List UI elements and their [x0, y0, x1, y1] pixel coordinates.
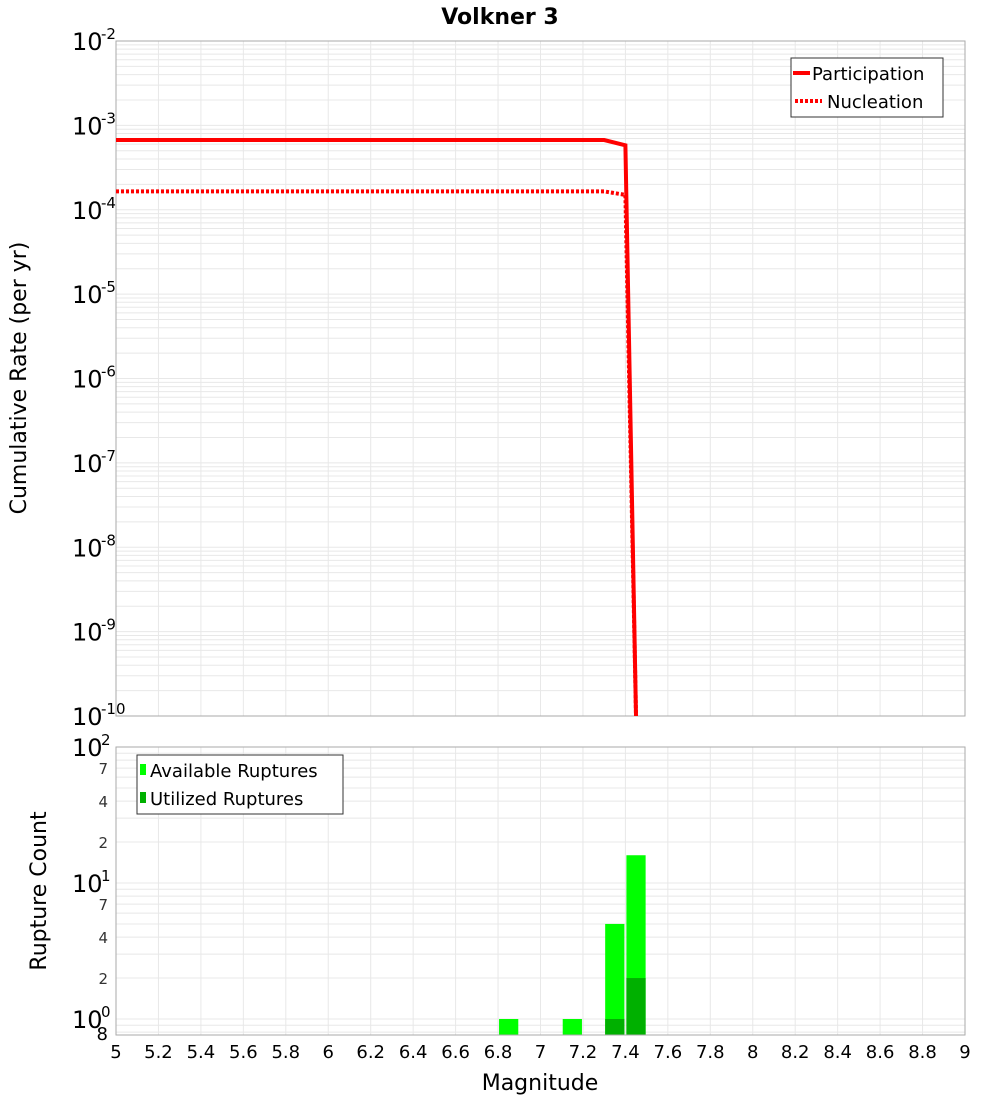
y-tick-label: 10 — [72, 28, 103, 56]
x-tick-label: 6.4 — [399, 1042, 428, 1063]
x-tick-label: 9 — [959, 1042, 970, 1063]
x-tick-label: 8.8 — [908, 1042, 937, 1063]
y-tick-exponent: -9 — [101, 616, 116, 634]
y-tick-label: 10 — [72, 534, 103, 562]
y-tick-exponent: -8 — [101, 531, 116, 549]
y-tick-exponent: -7 — [101, 447, 116, 465]
legend-utilized: Utilized Ruptures — [150, 789, 303, 810]
y-tick-exponent: 0 — [101, 1003, 111, 1021]
chart-canvas: Volkner 3 10-210-310-410-510-610-710-810… — [0, 0, 1000, 1100]
x-tick-label: 8 — [747, 1042, 758, 1063]
y-tick-exponent: -5 — [101, 278, 116, 296]
available-bar — [499, 1019, 518, 1035]
x-tick-label: 5 — [110, 1042, 121, 1063]
y-tick-exponent: -3 — [101, 109, 116, 127]
x-tick-label: 7.4 — [611, 1042, 640, 1063]
y-tick-exponent: -10 — [101, 700, 126, 718]
chart-title: Volkner 3 — [441, 5, 559, 30]
y-tick-exponent: 1 — [101, 867, 111, 885]
top-grid — [116, 41, 965, 716]
y-tick-label: 10 — [72, 450, 103, 478]
y-tick-exponent: -6 — [101, 363, 116, 381]
x-tick-label: 8.6 — [866, 1042, 895, 1063]
y-tick-label: 10 — [72, 619, 103, 647]
bottom-legend: Available Ruptures Utilized Ruptures — [137, 755, 343, 814]
bottom-y-axis-label: Rupture Count — [27, 811, 52, 971]
x-tick-label: 7 — [535, 1042, 546, 1063]
utilized-bar — [605, 1019, 624, 1035]
top-y-axis-label: Cumulative Rate (per yr) — [7, 242, 32, 515]
y-tick-exponent: 2 — [101, 731, 111, 749]
y-minor-tick-label: 4 — [98, 793, 108, 811]
legend-participation: Participation — [812, 64, 924, 85]
y-minor-tick-label: 2 — [98, 834, 108, 852]
y-tick-label: 10 — [72, 703, 103, 731]
top-plot: 10-210-310-410-510-610-710-810-910-10 Cu… — [7, 25, 965, 731]
x-tick-label: 7.8 — [696, 1042, 725, 1063]
x-tick-label: 8.4 — [823, 1042, 852, 1063]
y-minor-tick-label: 7 — [98, 760, 108, 778]
available-bar — [563, 1019, 582, 1035]
x-tick-label: 6.8 — [484, 1042, 513, 1063]
y-minor-tick-label: 7 — [98, 896, 108, 914]
x-tick-label: 6.6 — [441, 1042, 470, 1063]
y-tick-label: 10 — [72, 734, 103, 762]
y-tick-label: 10 — [72, 112, 103, 140]
y-minor-tick-label: 4 — [98, 929, 108, 947]
x-tick-label: 5.8 — [271, 1042, 300, 1063]
x-tick-label: 6.2 — [356, 1042, 385, 1063]
y-minor-tick-label: 2 — [98, 970, 108, 988]
x-axis-ticks: 5 5.2 5.4 5.6 5.8 6 6.2 6.4 6.6 6.8 7 7.2 7.4 7.6 7.8 8… — [110, 1042, 970, 1063]
top-legend: Participation Nucleation — [791, 58, 943, 117]
available-bar — [605, 924, 624, 1035]
y-tick-exponent: -4 — [101, 194, 116, 212]
utilized-legend-swatch — [140, 792, 146, 803]
x-tick-label: 5.6 — [229, 1042, 258, 1063]
utilized-bar — [626, 978, 645, 1035]
x-tick-label: 5.2 — [144, 1042, 173, 1063]
x-tick-label: 8.2 — [781, 1042, 810, 1063]
y-minor-tick-label: 8 — [97, 1024, 108, 1045]
x-tick-label: 7.6 — [654, 1042, 683, 1063]
bottom-y-axis-ticks: 1021011007427428 — [72, 731, 111, 1045]
y-tick-label: 10 — [72, 366, 103, 394]
y-tick-label: 10 — [72, 197, 103, 225]
x-axis-label: Magnitude — [482, 1071, 599, 1096]
x-tick-label: 7.2 — [569, 1042, 598, 1063]
legend-available: Available Ruptures — [150, 761, 318, 782]
y-tick-exponent: -2 — [101, 25, 116, 43]
bottom-plot: 1021011007427428 55.25.45.65.866.26.46.6… — [27, 731, 971, 1096]
y-tick-label: 10 — [72, 870, 103, 898]
available-legend-swatch — [140, 764, 146, 775]
y-tick-label: 10 — [72, 281, 103, 309]
x-tick-label: 5.4 — [187, 1042, 216, 1063]
legend-nucleation: Nucleation — [827, 92, 923, 113]
x-tick-label: 6 — [323, 1042, 334, 1063]
